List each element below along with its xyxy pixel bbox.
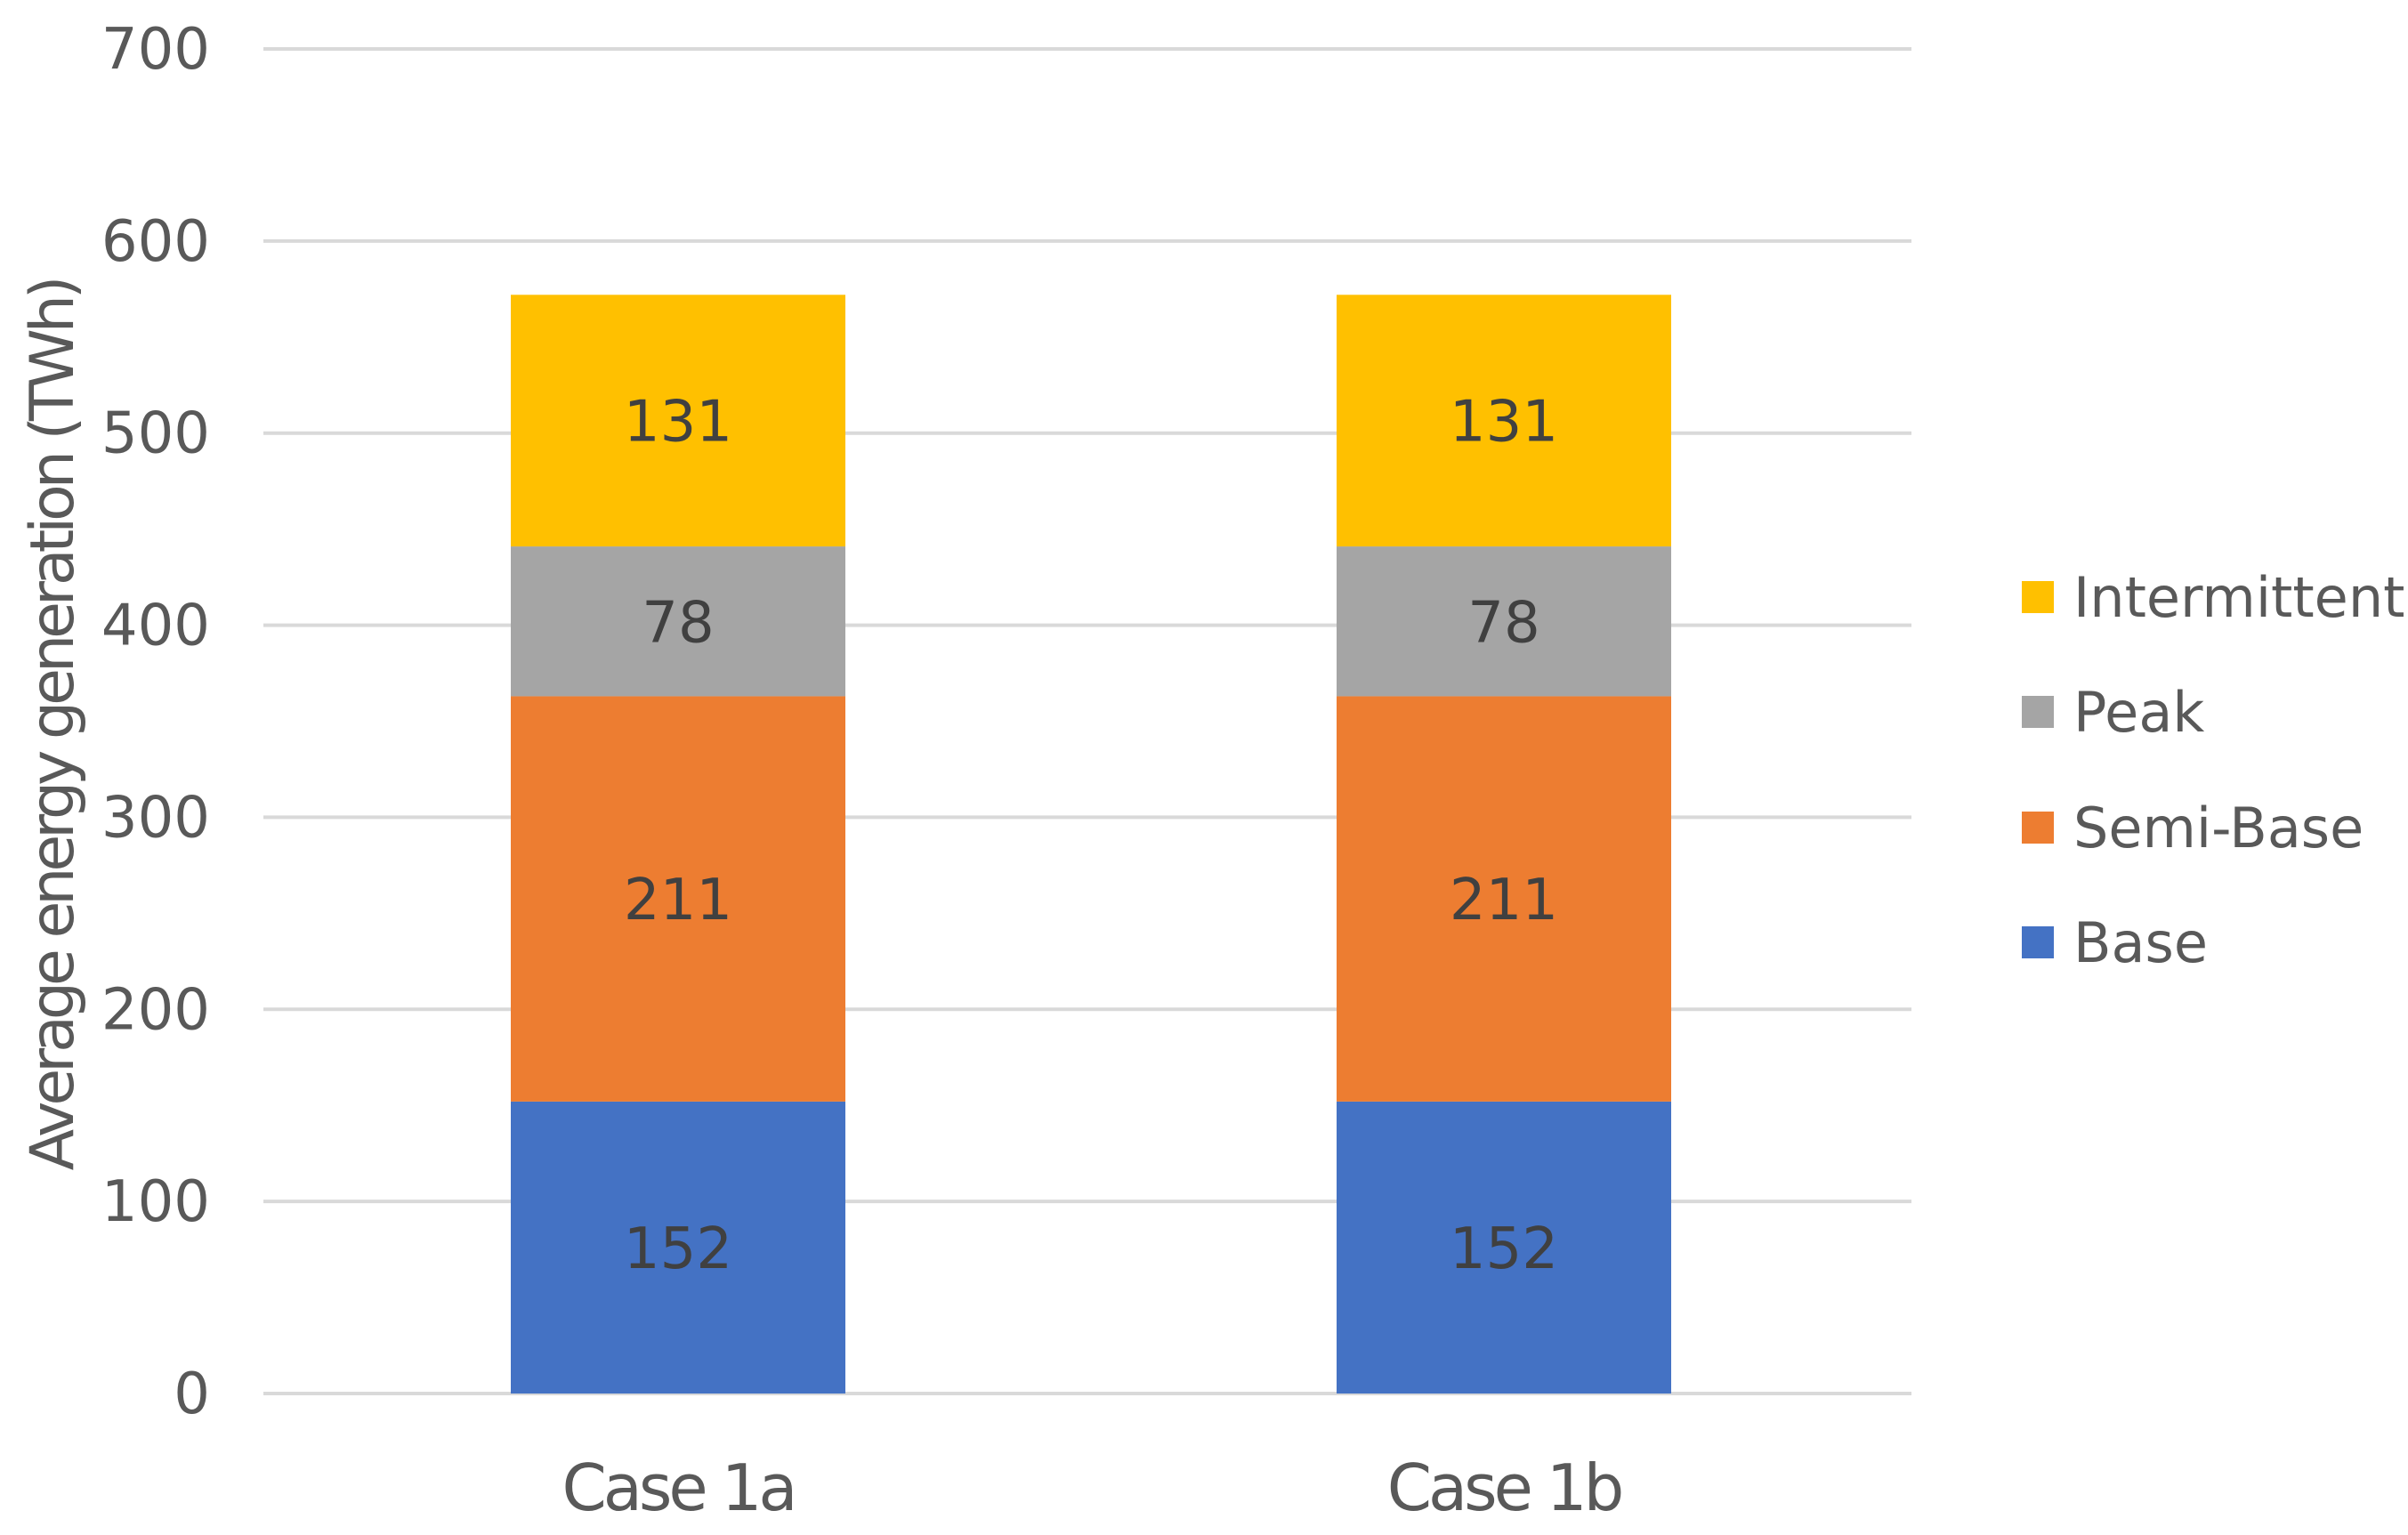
legend-swatch	[2022, 696, 2054, 728]
data-label: 152	[624, 1216, 732, 1282]
y-tick-label: 500	[101, 401, 210, 467]
data-label: 78	[642, 590, 714, 656]
legend-swatch	[2022, 926, 2054, 958]
bar-segment-peak	[1337, 546, 1671, 697]
bar-segment-semi-base	[1337, 696, 1671, 1102]
bar-segment-intermittent	[1337, 295, 1671, 547]
bar-segment-base	[511, 1101, 845, 1394]
data-label: 131	[1450, 390, 1558, 456]
data-label: 211	[624, 868, 732, 933]
y-tick-label: 700	[101, 17, 210, 83]
x-category-label: Case 1a	[562, 1450, 794, 1525]
data-label: 78	[1467, 590, 1539, 656]
data-labels: 152 211 78 131 152 211 78 131	[624, 390, 1558, 1282]
x-category-label: Case 1b	[1387, 1450, 1621, 1525]
legend-label: Intermittent	[2073, 565, 2404, 630]
data-label: 152	[1450, 1216, 1558, 1282]
y-tick-label: 100	[101, 1169, 210, 1235]
legend-label: Semi-Base	[2073, 796, 2364, 860]
bar-segment-base	[1337, 1101, 1671, 1394]
y-axis-title: Average energy generation (TWh)	[18, 280, 88, 1171]
y-tick-label: 0	[174, 1361, 210, 1427]
bars	[511, 295, 1671, 1394]
x-axis-categories: Case 1a Case 1b	[562, 1450, 1624, 1525]
legend-swatch	[2022, 812, 2054, 844]
data-label: 211	[1450, 868, 1558, 933]
legend-swatch	[2022, 581, 2054, 613]
legend: Intermittent Peak Semi-Base Base	[2022, 565, 2404, 975]
y-tick-label: 400	[101, 594, 210, 659]
data-label: 131	[624, 390, 732, 456]
legend-label: Base	[2073, 910, 2208, 975]
bar-segment-peak	[511, 546, 845, 697]
y-tick-label: 200	[101, 977, 210, 1043]
bar-segment-semi-base	[511, 696, 845, 1102]
y-axis-ticks: 0 100 200 300 400 500 600 700	[101, 17, 210, 1427]
y-tick-label: 600	[101, 209, 210, 275]
legend-label: Peak	[2073, 680, 2204, 745]
y-tick-label: 300	[101, 785, 210, 851]
bar-segment-intermittent	[511, 295, 845, 547]
